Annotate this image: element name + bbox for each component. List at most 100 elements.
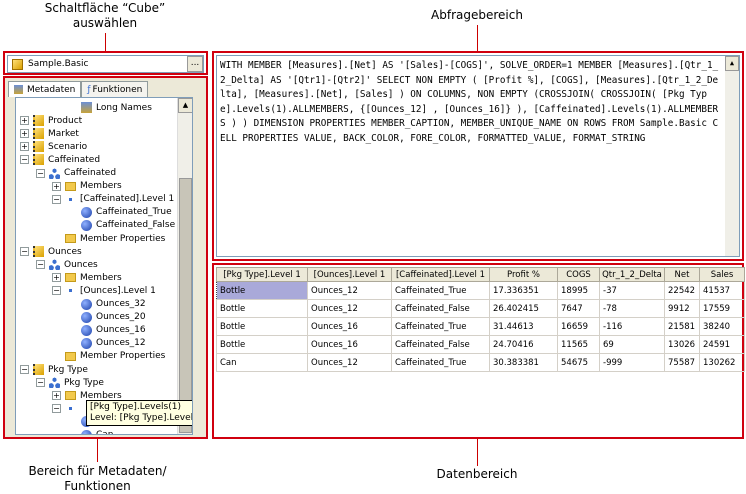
tree-scrollbar[interactable]: ▲ [177,98,192,434]
tab-funktionen[interactable]: ƒ Funktionen [81,81,149,97]
column-header[interactable]: Sales [699,267,745,282]
collapse-icon[interactable]: − [20,155,29,165]
grid-cell[interactable]: 41537 [699,281,745,300]
scroll-up-button[interactable]: ▲ [178,98,192,113]
expand-icon[interactable]: + [52,181,61,191]
grid-cell[interactable]: -116 [599,317,665,336]
collapse-icon[interactable]: − [36,260,45,270]
tree-node[interactable]: + Members [52,180,122,193]
tree-node[interactable]: Ounces_12 [68,337,146,350]
tree-node[interactable]: − Caffeinated [20,153,100,166]
grid-cell[interactable]: Bottle [216,281,308,300]
grid-cell[interactable]: Caffeinated_False [391,299,490,318]
query-scrollbar[interactable]: ▲ [725,56,739,256]
grid-cell[interactable]: 16659 [557,317,600,336]
tree-node[interactable]: − Caffeinated [36,167,116,180]
tree-node[interactable]: + Market [20,127,79,140]
tree-node[interactable]: − Pkg Type [20,363,88,376]
collapse-icon[interactable]: − [52,286,61,296]
grid-cell[interactable]: 24591 [699,335,745,354]
grid-cell[interactable]: 26.402415 [489,299,558,318]
collapse-icon[interactable]: − [36,168,45,178]
grid-cell[interactable]: 31.44613 [489,317,558,336]
expand-icon[interactable]: + [20,129,29,139]
column-header[interactable]: COGS [557,267,600,282]
collapse-icon[interactable]: − [36,378,45,388]
collapse-icon[interactable]: − [20,365,29,374]
grid-cell[interactable]: Bottle [216,299,308,318]
grid-cell[interactable]: Caffeinated_True [391,353,490,372]
grid-cell[interactable]: 54675 [557,353,600,372]
grid-cell[interactable]: 38240 [699,317,745,336]
query-editor[interactable]: WITH MEMBER [Measures].[Net] AS '[Sales]… [216,55,740,257]
grid-cell[interactable]: 11565 [557,335,600,354]
tree-node-label: Members [80,390,122,401]
tree-node[interactable]: + Product [20,114,82,127]
collapse-icon[interactable]: − [52,194,61,204]
grid-cell[interactable]: -78 [599,299,665,318]
expand-icon[interactable]: + [52,391,61,401]
grid-cell[interactable]: Ounces_12 [307,299,392,318]
column-header[interactable]: Profit % [489,267,558,282]
grid-cell[interactable]: -999 [599,353,665,372]
grid-cell[interactable]: Ounces_12 [307,353,392,372]
grid-cell[interactable]: 13026 [664,335,700,354]
column-header[interactable]: [Caffeinated].Level 1 [391,267,490,282]
grid-cell[interactable]: 7647 [557,299,600,318]
browse-cube-button[interactable]: ... [187,56,203,72]
grid-cell[interactable]: Caffeinated_True [391,317,490,336]
collapse-icon[interactable]: − [52,404,61,414]
grid-cell[interactable]: 130262 [699,353,745,372]
tree-node[interactable]: + Scenario [20,140,87,153]
grid-cell[interactable]: 22542 [664,281,700,300]
grid-cell[interactable]: Bottle [216,317,308,336]
grid-cell[interactable]: Ounces_12 [307,281,392,300]
tree-node[interactable]: Caffeinated_False [68,219,175,232]
tree-node[interactable]: Caffeinated_True [68,206,172,219]
collapse-icon[interactable]: − [20,247,29,257]
expand-icon[interactable]: + [20,142,29,152]
column-header[interactable]: Qtr_1_2_Delta [599,267,665,282]
tree-node[interactable]: Ounces_20 [68,311,146,324]
grid-cell[interactable]: Caffeinated_True [391,281,490,300]
grid-cell[interactable]: -37 [599,281,665,300]
tree-node[interactable]: Ounces_16 [68,324,146,337]
grid-cell[interactable]: 75587 [664,353,700,372]
scroll-up-button[interactable]: ▲ [725,56,739,71]
scroll-thumb[interactable] [179,178,192,433]
tab-metadaten[interactable]: Metadaten [8,81,82,97]
column-header[interactable]: [Pkg Type].Level 1 [216,267,308,282]
grid-cell[interactable]: Can [216,353,308,372]
tree-node[interactable]: − Pkg Type [36,376,104,389]
tree-node[interactable]: − [Ounces].Level 1 [52,284,156,297]
expand-icon[interactable]: + [52,273,61,283]
tree-node[interactable]: + Members [52,271,122,284]
grid-cell[interactable]: Bottle [216,335,308,354]
tree-node[interactable]: Member Properties [52,350,165,363]
grid-cell[interactable]: Ounces_16 [307,335,392,354]
grid-cell[interactable]: 30.383381 [489,353,558,372]
tree-node[interactable]: Ounces_32 [68,298,146,311]
callout-line [477,25,478,51]
tree-node[interactable]: Long Names [68,101,152,114]
tree-node[interactable]: Member Properties [52,232,165,245]
expand-icon[interactable]: + [20,116,29,126]
grid-cell[interactable]: 17559 [699,299,745,318]
grid-cell[interactable]: 24.70416 [489,335,558,354]
cube-field[interactable]: Sample.Basic [7,55,204,73]
grid-cell[interactable]: 17.336351 [489,281,558,300]
grid-cell[interactable]: 21581 [664,317,700,336]
column-header[interactable]: [Ounces].Level 1 [307,267,392,282]
grid-cell[interactable]: Caffeinated_False [391,335,490,354]
grid-cell[interactable]: 18995 [557,281,600,300]
grid-cell[interactable]: Ounces_16 [307,317,392,336]
tree-node[interactable]: − Ounces [20,245,82,258]
tree-node[interactable]: + Members [52,389,122,402]
tree-node[interactable]: Can [68,429,114,434]
grid-cell[interactable]: 69 [599,335,665,354]
column-header[interactable]: Net [664,267,700,282]
tree-node[interactable]: − [52,402,80,415]
tree-node[interactable]: − [Caffeinated].Level 1 [52,193,174,206]
tree-node[interactable]: − Ounces [36,258,98,271]
grid-cell[interactable]: 9912 [664,299,700,318]
